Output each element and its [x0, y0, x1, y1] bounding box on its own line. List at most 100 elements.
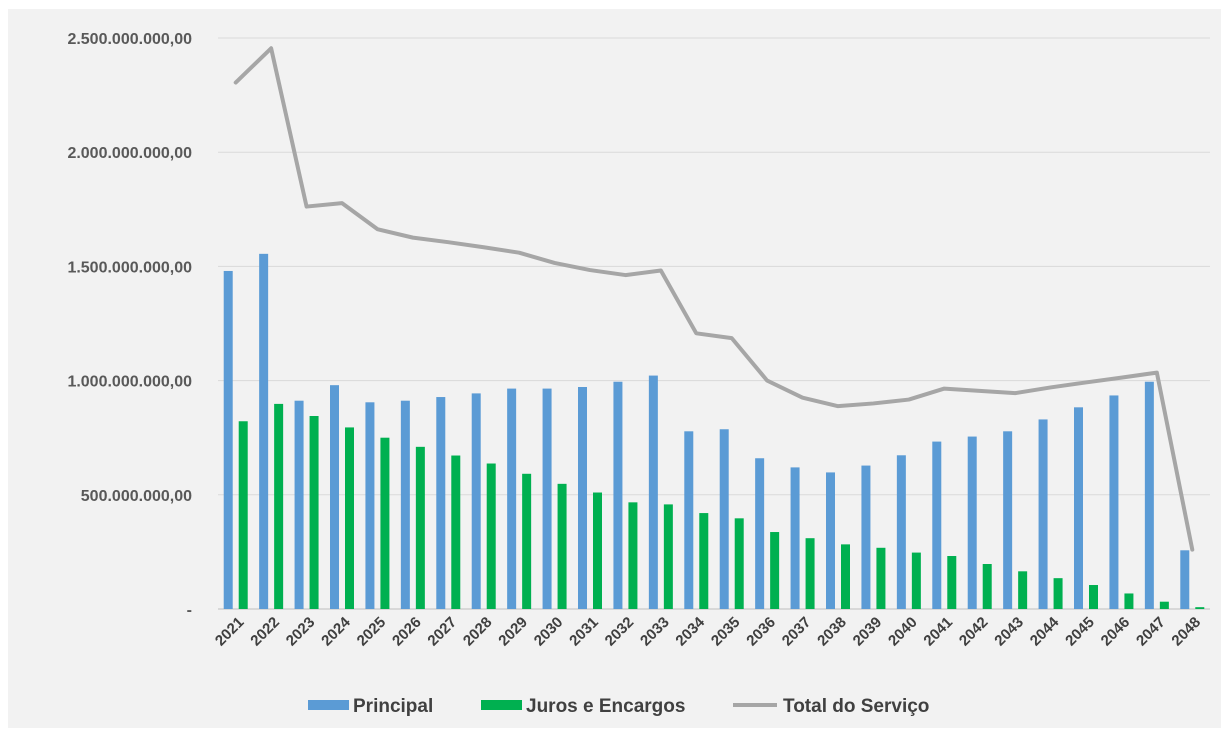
- x-tick-label: 2033: [637, 614, 673, 650]
- x-tick-label: 2035: [708, 614, 744, 650]
- bar-juros-e-encargos-2026: [415, 446, 425, 609]
- bar-juros-e-encargos-2022: [274, 403, 284, 609]
- y-tick-label: 2.500.000.000,00: [67, 31, 192, 48]
- bar-juros-e-encargos-2040: [911, 552, 921, 609]
- x-tick-label: 2047: [1133, 614, 1169, 650]
- x-tick-label: 2024: [318, 613, 354, 649]
- bar-principal-2044: [1038, 419, 1048, 609]
- bar-juros-e-encargos-2030: [557, 483, 567, 609]
- bar-juros-e-encargos-2039: [876, 547, 886, 609]
- bar-principal-2021: [223, 270, 233, 609]
- x-tick-label: 2032: [602, 614, 638, 650]
- bar-juros-e-encargos-2042: [982, 564, 992, 609]
- bar-principal-2047: [1144, 381, 1154, 609]
- bar-principal-2023: [294, 400, 304, 609]
- bar-principal-2037: [790, 467, 800, 609]
- x-tick-label: 2039: [850, 614, 886, 650]
- bar-principal-2048: [1180, 550, 1190, 609]
- bar-juros-e-encargos-2048: [1195, 607, 1205, 609]
- x-tick-label: 2022: [247, 614, 283, 650]
- bar-juros-e-encargos-2032: [628, 502, 638, 609]
- x-tick-label: 2029: [495, 614, 531, 650]
- bar-juros-e-encargos-2045: [1089, 585, 1098, 609]
- bar-principal-2042: [967, 436, 977, 609]
- bar-principal-2027: [436, 397, 446, 609]
- bar-juros-e-encargos-2036: [770, 532, 780, 609]
- x-tick-label: 2034: [672, 613, 708, 649]
- y-tick-label: 500.000.000,00: [81, 488, 192, 505]
- bar-principal-2036: [755, 458, 765, 609]
- bar-juros-e-encargos-2041: [947, 556, 957, 609]
- bar-juros-e-encargos-2025: [380, 437, 390, 609]
- x-tick-label: 2026: [389, 614, 425, 650]
- x-tick-label: 2043: [991, 614, 1027, 650]
- x-tick-label: 2046: [1098, 614, 1134, 650]
- legend-label-total-do-servico: Total do Serviço: [783, 696, 929, 717]
- bar-juros-e-encargos-2023: [309, 416, 319, 609]
- bar-juros-e-encargos-2028: [486, 463, 496, 609]
- legend-swatch-principal: [308, 700, 349, 710]
- x-tick-label: 2037: [779, 614, 815, 650]
- bar-principal-2039: [861, 465, 871, 609]
- bars: [223, 253, 1205, 609]
- bar-principal-2030: [542, 388, 552, 609]
- bar-principal-2029: [507, 388, 517, 609]
- total-line: [233, 46, 1195, 552]
- bar-juros-e-encargos-2031: [593, 492, 602, 609]
- bar-juros-e-encargos-2038: [841, 544, 850, 609]
- legend-label-juros-e-encargos: Juros e Encargos: [526, 696, 685, 717]
- legend-swatch-juros-e-encargos: [481, 700, 522, 710]
- legend: Principal Juros e Encargos Total do Serviç…: [308, 696, 929, 717]
- bar-principal-2046: [1109, 395, 1119, 609]
- bar-principal-2031: [578, 386, 587, 609]
- bar-juros-e-encargos-2027: [451, 455, 461, 609]
- bar-principal-2035: [719, 429, 729, 609]
- y-tick-label: -: [187, 602, 192, 619]
- bar-juros-e-encargos-2037: [805, 538, 815, 609]
- bar-principal-2022: [259, 253, 269, 609]
- bar-juros-e-encargos-2029: [522, 473, 532, 609]
- bar-principal-2028: [471, 393, 481, 609]
- x-tick-label: 2031: [566, 614, 602, 650]
- x-tick-label: 2042: [956, 614, 992, 650]
- bar-principal-2034: [684, 431, 694, 609]
- x-tick-label: 2048: [1168, 614, 1204, 650]
- x-tick-label: 2027: [424, 614, 460, 650]
- x-tick-label: 2025: [354, 614, 390, 650]
- line-total-do-servico: [233, 46, 1195, 552]
- bar-principal-2040: [896, 455, 906, 609]
- y-tick-label: 1.500.000.000,00: [67, 259, 192, 276]
- legend-label-principal: Principal: [353, 696, 433, 717]
- bar-juros-e-encargos-2033: [663, 504, 673, 609]
- y-tick-label: 1.000.000.000,00: [67, 374, 192, 391]
- x-tick-label: 2038: [814, 614, 850, 650]
- y-tick-label: 2.000.000.000,00: [67, 145, 192, 162]
- x-tick-label: 2041: [920, 614, 956, 650]
- x-tick-label: 2030: [531, 614, 567, 650]
- bar-juros-e-encargos-2034: [699, 513, 709, 609]
- bar-juros-e-encargos-2047: [1159, 601, 1169, 609]
- bar-juros-e-encargos-2044: [1053, 578, 1063, 609]
- x-tick-label: 2045: [1062, 614, 1098, 650]
- bar-principal-2038: [826, 472, 835, 609]
- bar-principal-2025: [365, 402, 375, 609]
- bar-principal-2024: [330, 385, 339, 609]
- x-tick-label: 2028: [460, 614, 496, 650]
- bar-principal-2032: [613, 381, 623, 609]
- x-tick-label: 2023: [283, 614, 319, 650]
- bar-juros-e-encargos-2046: [1124, 593, 1134, 609]
- bar-principal-2041: [932, 441, 942, 609]
- bar-principal-2045: [1074, 407, 1083, 609]
- x-tick-label: 2036: [743, 614, 779, 650]
- bar-juros-e-encargos-2021: [238, 421, 248, 609]
- bar-juros-e-encargos-2043: [1018, 571, 1028, 609]
- bar-juros-e-encargos-2035: [734, 518, 744, 609]
- x-tick-label: 2044: [1027, 613, 1063, 649]
- bar-juros-e-encargos-2024: [345, 427, 354, 609]
- x-tick-label: 2040: [885, 614, 921, 650]
- bar-principal-2033: [648, 375, 658, 609]
- bar-principal-2043: [1003, 431, 1013, 609]
- bar-principal-2026: [400, 400, 410, 609]
- x-tick-label: 2021: [212, 614, 248, 650]
